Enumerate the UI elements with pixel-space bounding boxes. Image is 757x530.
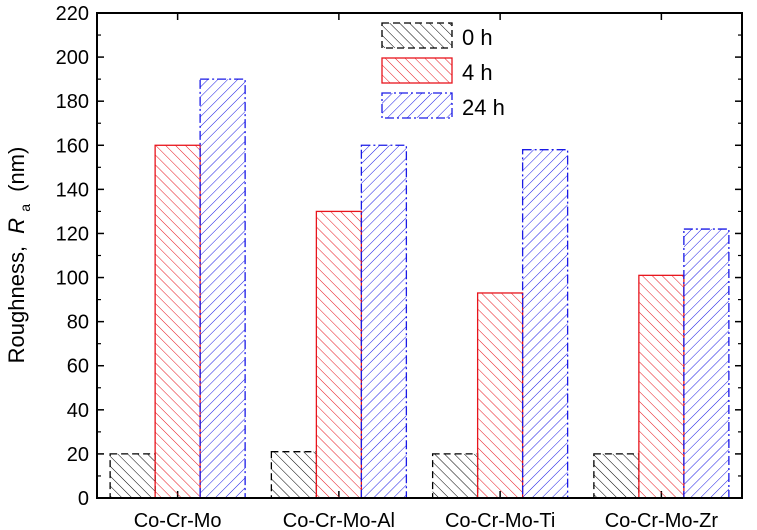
legend-swatch <box>381 57 453 84</box>
bar-4h-0 <box>154 144 201 499</box>
bar-4h-2 <box>476 292 524 499</box>
legend-label: 4 h <box>462 60 493 85</box>
y-tick-label: 140 <box>56 179 89 201</box>
y-axis-title-subscript: a <box>17 204 33 212</box>
legend-label: 0 h <box>462 25 493 50</box>
y-tick-label: 180 <box>56 91 89 113</box>
y-tick-label: 80 <box>67 312 89 334</box>
legend: 0 h 4 h 24 h <box>381 22 505 120</box>
bar-0h-3 <box>593 453 640 499</box>
legend-label: 24 h <box>462 95 505 120</box>
legend-swatch <box>381 92 453 119</box>
x-category-label: Co-Cr-Mo <box>134 510 222 530</box>
y-tick-label: 100 <box>56 268 89 290</box>
x-category-label: Co-Cr-Mo-Ti <box>445 510 555 530</box>
y-axis-title: Roughness, R a (nm) <box>4 147 35 364</box>
y-tick-label: 220 <box>56 3 89 25</box>
x-category-label: Co-Cr-Mo-Al <box>283 510 395 530</box>
y-tick-label: 20 <box>67 444 89 466</box>
y-axis-title-text: Roughness, <box>4 246 29 363</box>
y-axis-title-symbol: R <box>4 218 29 234</box>
legend-swatch <box>381 22 453 49</box>
bar-24h-2 <box>521 149 569 499</box>
bar-24h-0 <box>199 78 246 499</box>
y-axis-title-unit: (nm) <box>4 147 29 192</box>
bar-0h-0 <box>109 453 156 499</box>
bar-4h-3 <box>638 274 685 499</box>
bar-4h-1 <box>315 210 363 499</box>
y-tick-label: 0 <box>78 488 89 510</box>
bar-0h-2 <box>431 453 479 499</box>
bar-24h-1 <box>360 144 408 499</box>
bar-24h-3 <box>683 228 730 499</box>
y-tick-label: 160 <box>56 135 89 157</box>
bar-0h-1 <box>270 451 318 499</box>
y-tick-label: 120 <box>56 223 89 245</box>
plot-frame <box>96 12 743 499</box>
y-tick-label: 60 <box>67 356 89 378</box>
x-category-label: Co-Cr-Mo-Zr <box>605 510 719 530</box>
y-tick-label: 200 <box>56 47 89 69</box>
y-tick-label: 40 <box>67 400 89 422</box>
